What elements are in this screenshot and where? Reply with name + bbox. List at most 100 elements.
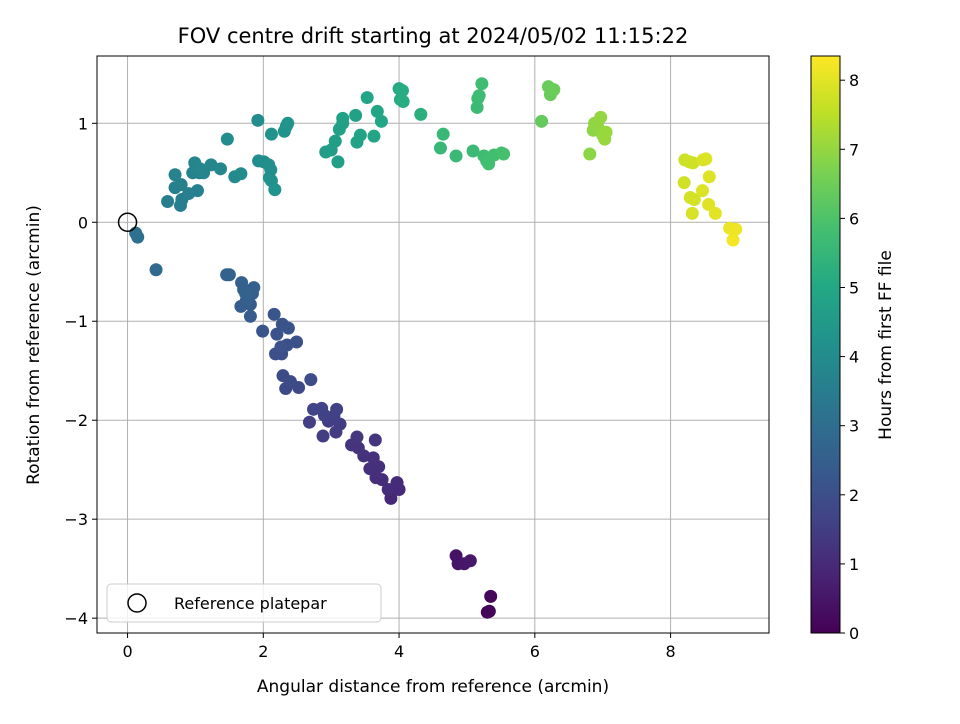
data-point [729,222,743,236]
data-point [702,170,716,184]
data-point [367,129,381,143]
data-point [390,476,404,490]
x-tick-label: 6 [530,642,540,661]
data-point [360,91,374,105]
y-axis-label: Rotation from reference (arcmin) [24,205,44,485]
data-point [708,206,722,220]
data-point [330,402,344,416]
data-point [472,89,486,103]
data-point [268,183,282,197]
data-point [331,155,345,169]
data-point [214,162,228,176]
data-point [256,324,270,338]
data-point [234,167,248,181]
x-axis-label: Angular distance from reference (arcmin) [257,677,609,697]
data-point [381,482,395,496]
colorbar-tick-label: 0 [849,624,859,643]
data-point [374,114,388,128]
data-point [290,335,304,349]
colorbar-ticks: 0 1 2 3 4 5 6 7 8 [840,71,859,643]
data-point [370,104,384,118]
data-point [251,113,265,127]
data-point [599,125,613,139]
data-point [363,462,377,476]
y-tick-label: −4 [64,609,88,628]
data-point [349,108,363,122]
data-point [304,373,318,387]
data-point [449,149,463,163]
data-point [220,268,234,282]
data-point [396,95,410,109]
colorbar-tick-label: 1 [849,555,859,574]
data-point [302,415,316,429]
data-point [336,111,350,125]
colorbar-tick-label: 5 [849,278,859,297]
data-point [281,321,295,335]
legend-open-circle-icon [127,593,147,613]
data-point [193,162,207,176]
data-point [174,178,188,192]
data-point [395,84,409,98]
data-point [190,184,204,198]
colorbar-tick-label: 6 [849,209,859,228]
data-point [243,309,257,323]
data-point [677,176,691,190]
reference-platepar-marker [117,212,138,233]
data-point [353,128,367,142]
y-axis-ticks: −4 −3 −2 −1 0 1 [64,114,97,628]
data-point [482,604,496,618]
colorbar-label: Hours from first FF file [876,250,896,440]
data-point [433,141,447,155]
data-point [267,307,281,321]
y-tick-label: 0 [78,213,88,232]
legend-box [106,583,382,623]
x-axis-ticks: 0 2 4 6 8 [122,633,676,661]
data-point [161,194,175,208]
plot-frame [96,55,770,634]
data-point [274,340,288,354]
colorbar-tick-label: 8 [849,71,859,90]
x-tick-label: 0 [122,642,132,661]
data-point [328,134,342,148]
data-point [149,263,163,277]
data-point [276,369,290,383]
plot-area [97,56,769,633]
data-point [594,110,608,124]
x-tick-label: 4 [394,642,404,661]
colorbar-tick-label: 7 [849,140,859,159]
data-point [281,116,295,130]
chart-title: FOV centre drift starting at 2024/05/02 … [178,24,689,48]
colorbar-tick-label: 4 [849,348,859,367]
data-point [168,168,182,182]
data-point [463,554,477,568]
legend-label-reference-platepar: Reference platepar [174,594,327,613]
data-point [726,233,740,247]
data-point [350,430,364,444]
data-point [687,193,701,207]
data-point [368,433,382,447]
colorbar-tick-label: 3 [849,417,859,436]
data-point [307,402,321,416]
data-point [316,429,330,443]
colorbar-frame [810,55,841,634]
data-points [129,77,743,619]
data-point [270,327,284,341]
x-tick-label: 8 [665,642,675,661]
data-point [685,206,699,220]
data-point [547,83,561,97]
x-tick-label: 2 [258,642,268,661]
data-point [695,184,709,198]
data-point [264,127,278,141]
colorbar-tick-label: 2 [849,486,859,505]
data-point [436,127,450,141]
data-point [702,197,716,211]
data-point [466,144,480,158]
y-tick-label: 1 [78,114,88,133]
legend: Reference platepar [106,583,382,623]
data-point [220,132,234,146]
colorbar: 0 1 2 3 4 5 6 7 8 Hours from first FF file [810,55,896,643]
data-point [239,287,253,301]
data-point [129,226,143,240]
data-point [686,156,700,170]
y-tick-label: −2 [64,411,88,430]
